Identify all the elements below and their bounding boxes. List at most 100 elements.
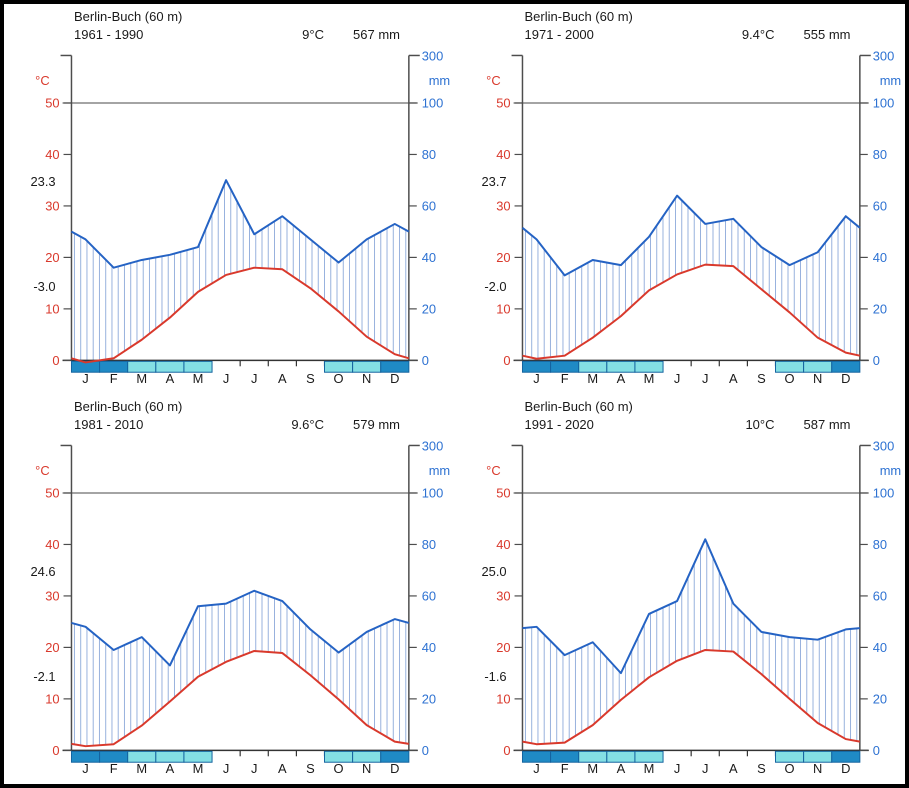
month-label: O	[784, 761, 794, 776]
temp-tick-label: 0	[52, 353, 59, 368]
month-label: D	[841, 371, 850, 386]
frost-month-bar	[830, 750, 860, 763]
panel-grid: Berlin-Buch (60 m) 1961 - 1990 9°C 567 m…	[4, 4, 905, 784]
month-label: M	[587, 761, 598, 776]
max-temp-annotation: 23.3	[31, 174, 56, 189]
month-label: N	[362, 761, 371, 776]
annual-precipitation-value: 555 mm	[803, 27, 851, 42]
period-label: 1991 - 2020	[524, 417, 594, 432]
month-label: J	[223, 371, 229, 386]
precipitation-curve	[70, 179, 410, 269]
month-label: J	[533, 371, 539, 386]
precip-tick-label: 0	[872, 743, 879, 758]
precip-tick-label: 20	[872, 691, 886, 706]
station-name: Berlin-Buch (60 m)	[74, 9, 183, 24]
climate-panel-bottom-right: Berlin-Buch (60 m) 1991 - 2020 10°C 587 …	[455, 394, 906, 784]
month-label: A	[616, 371, 625, 386]
month-label: N	[362, 371, 371, 386]
precip-axis-top-label: 300	[872, 48, 894, 63]
annual-precipitation-value: 587 mm	[803, 417, 851, 432]
month-label: F	[110, 761, 118, 776]
precip-tick-label: 100	[872, 95, 894, 110]
month-label: A	[616, 761, 625, 776]
precip-unit-label: mm	[879, 463, 900, 478]
annual-precipitation-value: 567 mm	[353, 27, 400, 42]
climate-chart: 300 °C mm 0 10 20 30 40 50 0 20 40 60 80 100 23.3 -3.0 J F…	[31, 48, 451, 386]
climate-panel-bottom-left: Berlin-Buch (60 m) 1981 - 2010 9.6°C 579…	[4, 394, 455, 784]
min-temp-annotation: -2.1	[33, 669, 55, 684]
frost-month-bar	[380, 750, 410, 763]
precip-tick-label: 100	[872, 485, 894, 500]
precip-tick-label: 60	[422, 588, 436, 603]
month-label: J	[533, 761, 539, 776]
month-label: N	[813, 761, 822, 776]
temp-tick-label: 50	[45, 485, 59, 500]
precip-tick-label: 0	[872, 353, 879, 368]
precipitation-curve	[71, 589, 410, 667]
temp-unit-label: °C	[35, 73, 49, 88]
precip-tick-label: 80	[872, 537, 886, 552]
precip-tick-label: 40	[422, 640, 436, 655]
temp-tick-label: 50	[496, 485, 510, 500]
precip-tick-label: 80	[422, 147, 436, 162]
temp-tick-label: 0	[503, 353, 510, 368]
month-label: A	[166, 761, 175, 776]
precip-unit-label: mm	[429, 73, 450, 88]
climate-chart: 300 °C mm 0 10 20 30 40 50 0 20 40 60 80 100 25.0 -1.6 J F…	[481, 438, 901, 776]
month-label: N	[813, 371, 822, 386]
temp-tick-label: 40	[45, 147, 59, 162]
climate-panel-top-left: Berlin-Buch (60 m) 1961 - 1990 9°C 567 m…	[4, 4, 455, 394]
temp-tick-label: 50	[45, 95, 59, 110]
month-label: A	[729, 371, 738, 386]
temp-tick-label: 40	[45, 537, 59, 552]
month-label: F	[560, 761, 568, 776]
annual-precipitation-value: 579 mm	[353, 417, 400, 432]
min-temp-annotation: -1.6	[484, 669, 506, 684]
month-label: M	[136, 761, 147, 776]
month-label: A	[166, 371, 175, 386]
temp-unit-label: °C	[486, 463, 500, 478]
station-name: Berlin-Buch (60 m)	[74, 399, 183, 414]
temperature-curve	[521, 263, 860, 360]
month-label: J	[251, 371, 257, 386]
period-label: 1981 - 2010	[74, 417, 144, 432]
mean-temperature-value: 9.4°C	[741, 27, 775, 42]
month-label: J	[82, 761, 88, 776]
temp-tick-label: 10	[45, 301, 59, 316]
precip-axis-top-label: 300	[872, 438, 894, 453]
frost-month-bar	[830, 360, 860, 373]
climate-chart: 300 °C mm 0 10 20 30 40 50 0 20 40 60 80 100 23.7 -2.0 J F…	[481, 48, 901, 386]
precip-unit-label: mm	[879, 73, 900, 88]
max-temp-annotation: 23.7	[481, 174, 506, 189]
temp-tick-label: 30	[496, 588, 510, 603]
month-label: J	[251, 761, 257, 776]
month-label: D	[390, 371, 399, 386]
temp-tick-label: 50	[496, 95, 510, 110]
temp-tick-label: 20	[45, 250, 59, 265]
station-name: Berlin-Buch (60 m)	[524, 9, 633, 24]
month-label: A	[729, 761, 738, 776]
mean-temperature-value: 10°C	[745, 417, 775, 432]
min-temp-annotation: -3.0	[33, 279, 55, 294]
precip-tick-label: 20	[422, 301, 436, 316]
precip-tick-label: 40	[422, 250, 436, 265]
temp-tick-label: 30	[45, 198, 59, 213]
month-label: O	[784, 371, 794, 386]
temp-tick-label: 0	[503, 743, 510, 758]
precipitation-curve	[521, 538, 860, 675]
max-temp-annotation: 25.0	[481, 564, 506, 579]
temp-tick-label: 30	[496, 198, 510, 213]
precip-unit-label: mm	[429, 463, 450, 478]
climate-panel-top-right: Berlin-Buch (60 m) 1971 - 2000 9.4°C 555…	[455, 4, 906, 394]
temperature-curve	[71, 649, 410, 748]
month-label: S	[306, 371, 315, 386]
month-label: J	[701, 761, 707, 776]
month-label: M	[193, 371, 204, 386]
period-label: 1961 - 1990	[74, 27, 144, 42]
precip-tick-label: 60	[872, 588, 886, 603]
max-temp-annotation: 24.6	[31, 564, 56, 579]
precip-tick-label: 20	[422, 691, 436, 706]
month-label: M	[136, 371, 147, 386]
precip-axis-top-label: 300	[422, 438, 444, 453]
